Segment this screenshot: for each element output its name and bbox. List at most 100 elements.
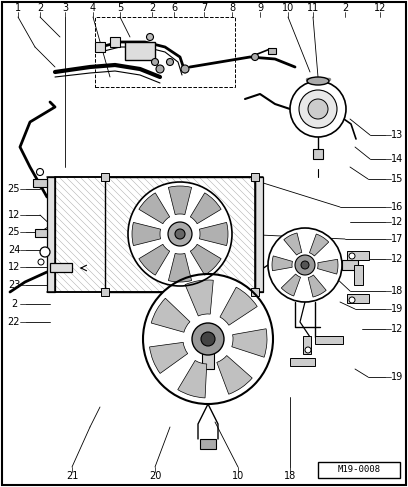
Text: M19-0008: M19-0008 xyxy=(337,466,381,474)
Text: 19: 19 xyxy=(391,372,403,382)
Bar xyxy=(50,263,72,272)
Circle shape xyxy=(299,90,337,128)
Wedge shape xyxy=(190,244,221,275)
Circle shape xyxy=(40,247,50,257)
Text: 19: 19 xyxy=(391,304,403,314)
Wedge shape xyxy=(139,244,170,275)
Wedge shape xyxy=(169,253,192,282)
Bar xyxy=(290,358,315,366)
Circle shape xyxy=(305,347,311,353)
Circle shape xyxy=(143,274,273,404)
Text: 2: 2 xyxy=(11,299,17,309)
Text: 12: 12 xyxy=(8,210,20,220)
Circle shape xyxy=(301,261,309,269)
Wedge shape xyxy=(190,193,221,224)
Circle shape xyxy=(201,332,215,346)
Bar xyxy=(101,173,109,181)
Text: 8: 8 xyxy=(229,3,235,13)
Bar xyxy=(318,462,400,478)
Wedge shape xyxy=(309,234,329,256)
Text: 6: 6 xyxy=(171,3,177,13)
Text: 1: 1 xyxy=(15,3,21,13)
Wedge shape xyxy=(150,342,188,374)
Circle shape xyxy=(166,58,173,65)
Wedge shape xyxy=(132,223,161,245)
Bar xyxy=(255,177,263,292)
Circle shape xyxy=(128,182,232,286)
Circle shape xyxy=(38,259,44,265)
Circle shape xyxy=(251,54,259,60)
Text: 25: 25 xyxy=(8,227,20,237)
Bar xyxy=(315,336,343,344)
Text: 13: 13 xyxy=(391,130,403,140)
Bar xyxy=(354,265,363,285)
Text: 23: 23 xyxy=(8,280,20,290)
Circle shape xyxy=(308,99,328,119)
Wedge shape xyxy=(200,223,228,245)
Circle shape xyxy=(349,253,355,259)
Circle shape xyxy=(295,255,315,275)
Text: 17: 17 xyxy=(391,234,403,244)
Text: 11: 11 xyxy=(307,3,319,13)
Bar xyxy=(347,251,369,260)
Text: 12: 12 xyxy=(391,254,403,264)
Circle shape xyxy=(175,229,185,239)
Circle shape xyxy=(181,65,189,73)
Text: 10: 10 xyxy=(282,3,294,13)
Bar xyxy=(200,439,216,449)
Wedge shape xyxy=(139,193,170,224)
Bar xyxy=(347,294,369,303)
Text: 22: 22 xyxy=(8,317,20,327)
Text: 12: 12 xyxy=(8,262,20,272)
Bar xyxy=(101,288,109,296)
Circle shape xyxy=(36,169,44,175)
Text: 9: 9 xyxy=(257,3,263,13)
Circle shape xyxy=(151,58,158,65)
Text: 5: 5 xyxy=(117,3,123,13)
Wedge shape xyxy=(185,280,213,316)
Bar xyxy=(35,229,47,237)
Bar xyxy=(47,177,55,292)
Text: 14: 14 xyxy=(391,154,403,164)
Text: 20: 20 xyxy=(149,471,161,481)
Text: 18: 18 xyxy=(284,471,296,481)
Text: 25: 25 xyxy=(8,184,20,194)
Circle shape xyxy=(146,34,153,40)
Wedge shape xyxy=(169,186,192,215)
Text: 15: 15 xyxy=(391,174,403,184)
Wedge shape xyxy=(220,287,257,325)
Text: 4: 4 xyxy=(90,3,96,13)
Wedge shape xyxy=(284,233,302,255)
Text: 2: 2 xyxy=(37,3,43,13)
Circle shape xyxy=(168,222,192,246)
Bar xyxy=(313,149,323,159)
Bar xyxy=(251,173,259,181)
Bar xyxy=(342,260,358,270)
Bar xyxy=(110,37,120,47)
Text: 3: 3 xyxy=(62,3,68,13)
Bar xyxy=(33,179,47,187)
Bar xyxy=(202,351,214,369)
Wedge shape xyxy=(308,275,326,297)
Ellipse shape xyxy=(307,77,329,85)
Text: 10: 10 xyxy=(232,471,244,481)
Text: 7: 7 xyxy=(201,3,207,13)
Circle shape xyxy=(156,65,164,73)
Text: 18: 18 xyxy=(391,286,403,296)
Bar xyxy=(55,177,255,292)
Text: 24: 24 xyxy=(8,245,20,255)
Circle shape xyxy=(349,297,355,303)
Text: 12: 12 xyxy=(374,3,386,13)
Text: 2: 2 xyxy=(342,3,348,13)
Text: 12: 12 xyxy=(391,324,403,334)
Bar xyxy=(125,42,155,60)
Circle shape xyxy=(192,323,224,355)
Wedge shape xyxy=(317,259,338,274)
Wedge shape xyxy=(151,298,190,332)
Bar xyxy=(55,177,255,292)
Wedge shape xyxy=(272,256,293,271)
Circle shape xyxy=(268,228,342,302)
Bar xyxy=(95,42,105,52)
Circle shape xyxy=(290,81,346,137)
Text: 12: 12 xyxy=(391,217,403,227)
